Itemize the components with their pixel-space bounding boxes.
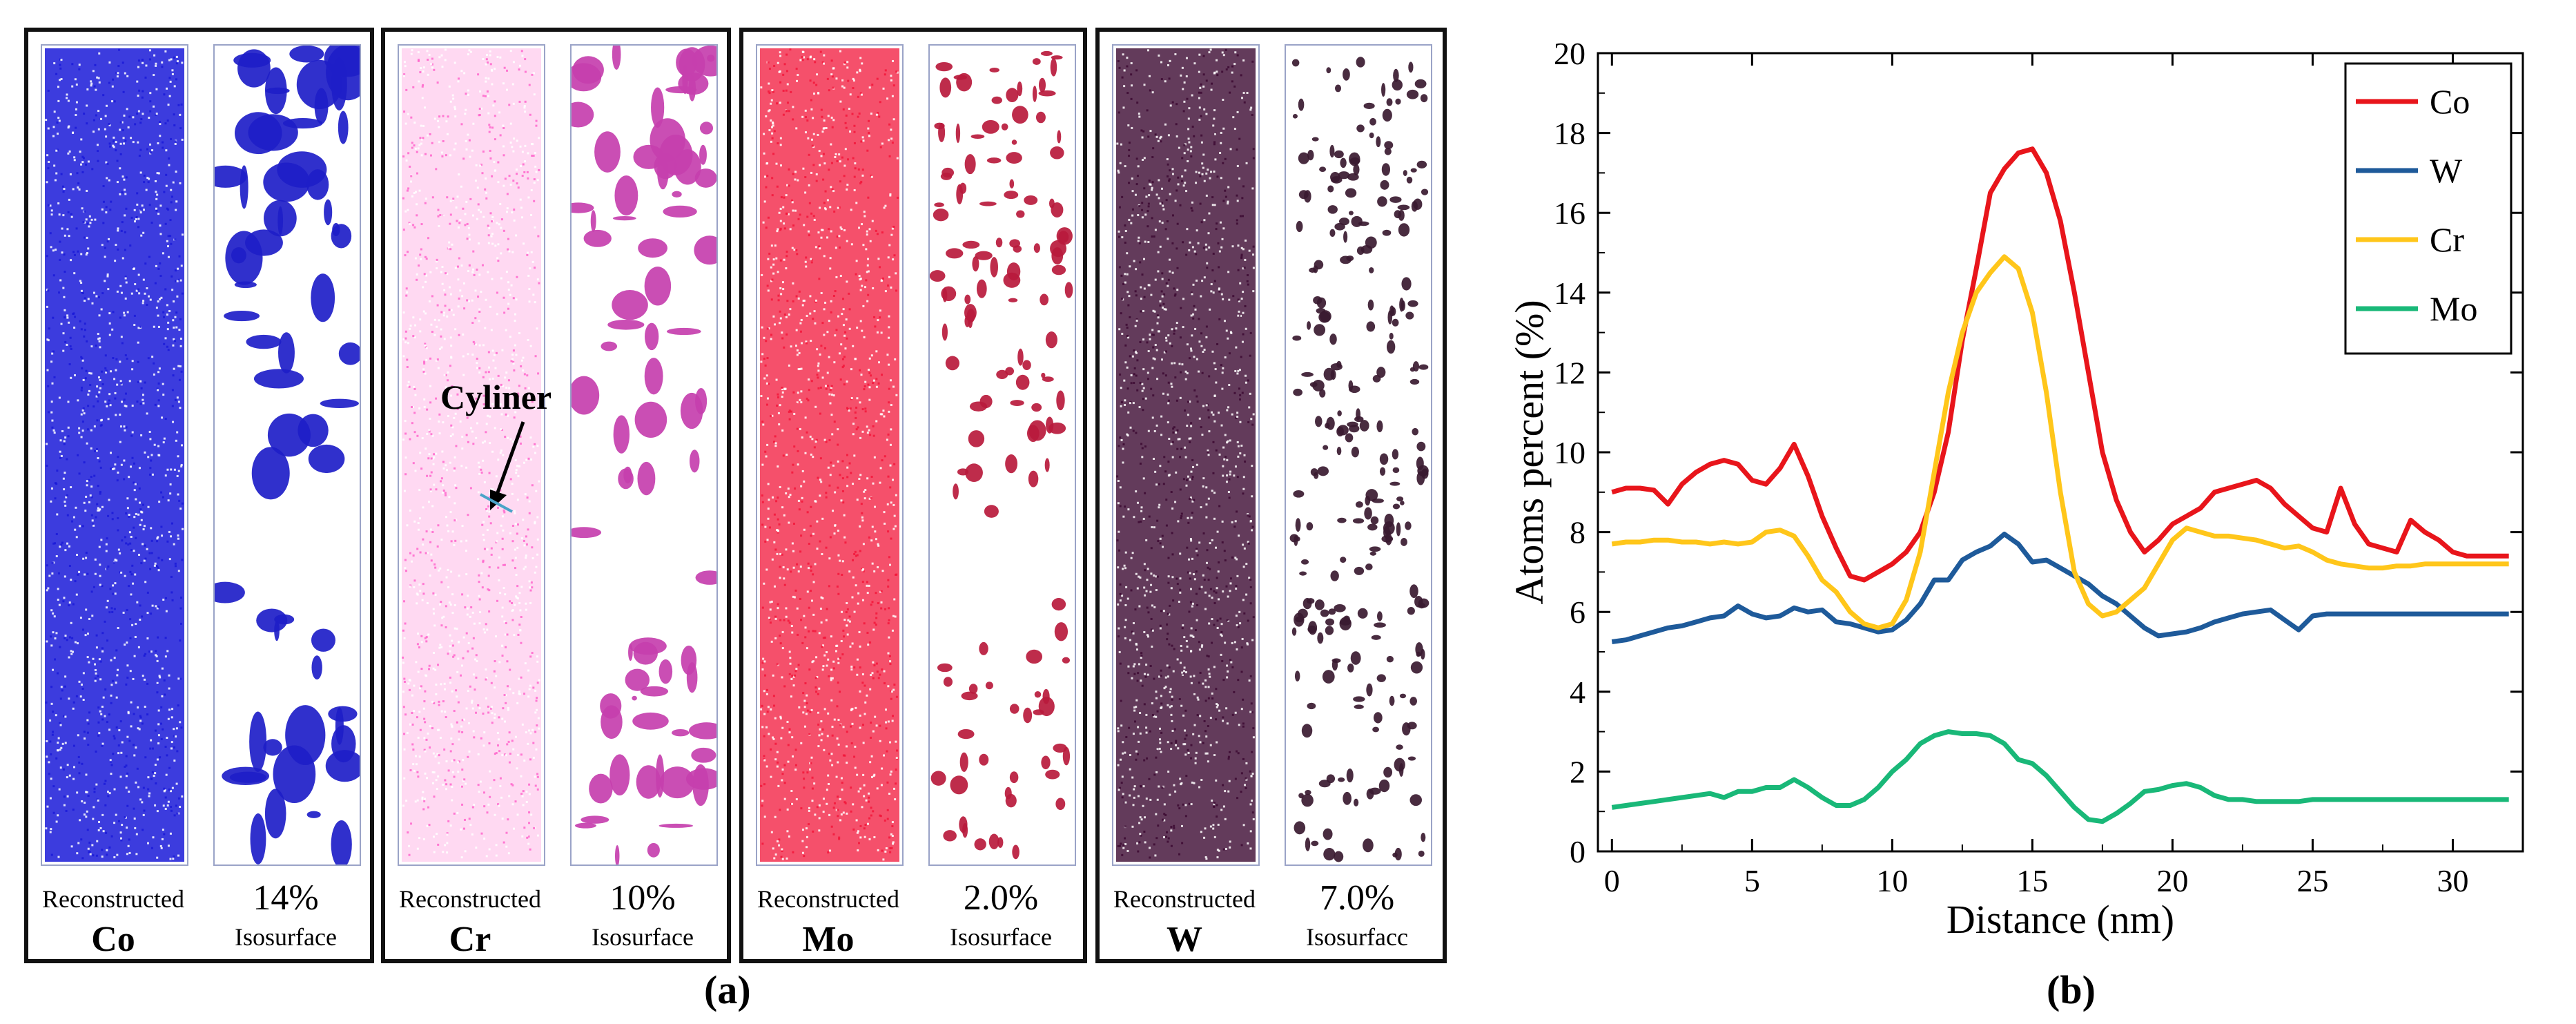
- iso-label-mo: Isosurface: [950, 923, 1052, 951]
- y-tick-label: 12: [1554, 355, 1585, 390]
- panel-co: Reconstructed Co 14% Isosurface: [24, 28, 374, 963]
- reconstructed-w-column: [1112, 44, 1260, 866]
- cyliner-annotation: Cyliner: [440, 378, 552, 416]
- reconstructed-w-image: [1116, 48, 1256, 862]
- isosurface-cr-image: [572, 46, 716, 864]
- element-label-co: Co: [91, 920, 135, 959]
- reconstructed-label-cr: Reconstructed: [399, 885, 541, 913]
- iso-label-co: Isosurface: [235, 923, 337, 951]
- iso-value-cr: 10%: [609, 878, 676, 918]
- line-chart: 0 2 4 6 8 10 12 14 16 18 20 0 5 10 15 20 25 30 Distance (n…: [1507, 36, 2524, 942]
- reconstructed-cr-image: [402, 48, 541, 862]
- legend-label-mo: Mo: [2430, 289, 2477, 328]
- y-tick-label: 8: [1570, 515, 1585, 550]
- legend-box: [2344, 62, 2512, 355]
- reconstructed-label-co: Reconstructed: [42, 885, 184, 913]
- y-tick-label: 0: [1570, 834, 1585, 869]
- cyliner-arrow: [480, 421, 525, 513]
- y-tick-label: 4: [1570, 675, 1585, 710]
- element-label-mo: Mo: [802, 920, 855, 959]
- isosurface-w-column: [1285, 44, 1432, 866]
- panel-a-label: (a): [704, 967, 751, 1012]
- y-tick-label: 2: [1570, 754, 1585, 789]
- x-tick-label: 0: [1604, 863, 1620, 898]
- legend-label-co: Co: [2430, 82, 2470, 121]
- reconstructed-label-w: Reconstructed: [1113, 885, 1256, 913]
- y-axis-label: Atoms percent (%): [1507, 300, 1552, 604]
- series-line-w: [1611, 532, 2509, 644]
- panel-b-label: (b): [2047, 967, 2096, 1012]
- x-tick-label: 20: [2156, 863, 2188, 898]
- x-tick-label: 30: [2437, 863, 2468, 898]
- reconstructed-mo-image: [760, 48, 899, 862]
- series-line-co: [1611, 146, 2509, 583]
- series-line-cr: [1611, 254, 2509, 630]
- isosurface-w-image: [1289, 57, 1430, 862]
- isosurface-co-column: [213, 44, 361, 866]
- reconstructed-co-column: [41, 44, 188, 866]
- isosurface-mo-image: [930, 50, 1073, 860]
- legend-label-w: W: [2430, 151, 2463, 190]
- iso-value-w: 7.0%: [1319, 878, 1395, 918]
- y-tick-label: 6: [1570, 595, 1585, 630]
- isosurface-mo-column: [928, 44, 1076, 866]
- x-tick-label: 25: [2296, 863, 2328, 898]
- x-axis-label: Distance (nm): [1946, 897, 2174, 942]
- y-tick-label: 14: [1554, 276, 1585, 311]
- element-label-w: W: [1167, 920, 1202, 959]
- iso-label-w: Isosurfacc: [1306, 923, 1408, 951]
- series-line-mo: [1611, 729, 2509, 824]
- x-tick-label: 10: [1876, 863, 1908, 898]
- y-tick-label: 16: [1554, 195, 1585, 231]
- x-tick-label: 15: [2016, 863, 2048, 898]
- panel-w: Reconstructed W 7.0% Isosurfacc: [1095, 28, 1447, 963]
- y-tick-label: 10: [1554, 435, 1585, 470]
- reconstructed-cr-column: [398, 44, 545, 866]
- isosurface-co-image: [215, 46, 360, 864]
- x-tick-label: 5: [1744, 863, 1760, 898]
- reconstructed-co-image: [45, 48, 184, 862]
- y-tick-label: 18: [1554, 116, 1585, 151]
- iso-label-cr: Isosurface: [592, 923, 694, 951]
- legend-label-cr: Cr: [2430, 220, 2464, 259]
- iso-value-co: 14%: [253, 878, 319, 918]
- panel-cr: Cyliner Reconstructed Cr 10% Isosurface: [381, 28, 731, 963]
- element-label-cr: Cr: [449, 920, 491, 959]
- reconstructed-mo-column: [756, 44, 904, 866]
- isosurface-cr-column: [570, 44, 718, 866]
- reconstructed-label-mo: Reconstructed: [757, 885, 899, 913]
- iso-value-mo: 2.0%: [963, 878, 1039, 918]
- y-tick-label: 20: [1554, 36, 1585, 71]
- panel-mo: Reconstructed Mo 2.0% Isosurface: [739, 28, 1087, 963]
